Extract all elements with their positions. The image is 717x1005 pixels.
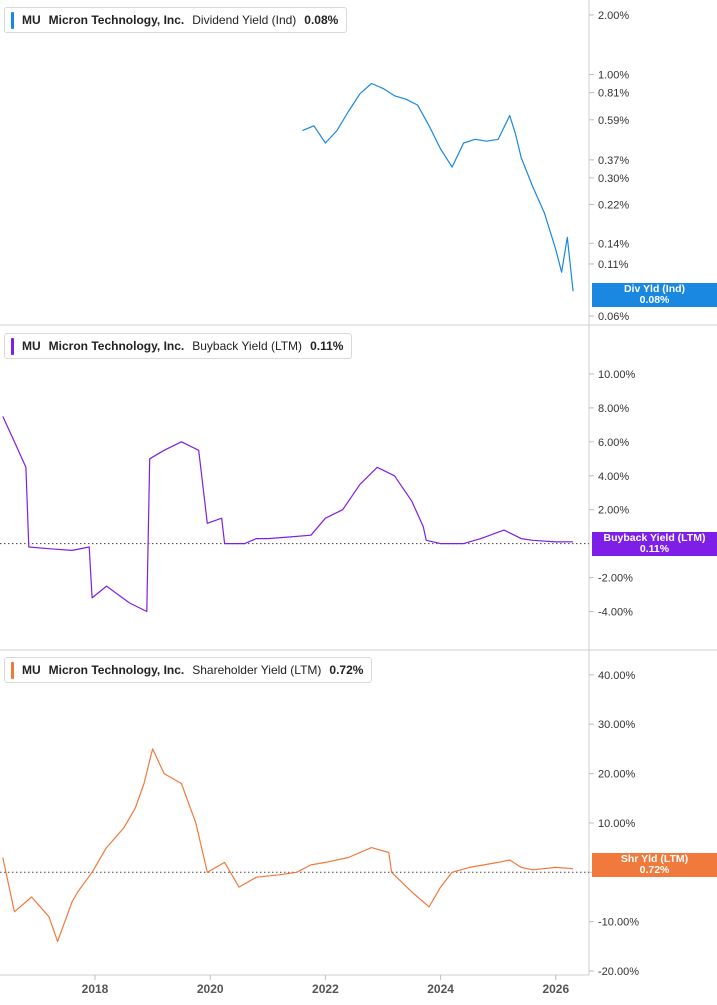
tick-layer: 2.00% 1.00% 0.81% 0.59% 0.37% 0.30% 0.22% 0.14%…	[82, 10, 640, 996]
series-swatch-buyback	[11, 337, 14, 355]
y-tick-label: 2.00%	[598, 10, 629, 22]
legend-value: 0.11%	[310, 339, 344, 353]
x-tick-label: 2024	[427, 982, 454, 996]
x-tick-label: 2018	[82, 982, 109, 996]
badge-value: 0.08%	[639, 294, 670, 306]
y-tick-label: 0.59%	[598, 115, 629, 127]
series-layer	[2, 82, 574, 942]
last-value-badge-dividend: Div Yld (Ind) 0.08%	[592, 283, 717, 307]
badge-title: Shr Yld (LTM)	[620, 853, 689, 865]
series-line-dividend	[302, 82, 574, 292]
legend-value: 0.72%	[329, 663, 364, 677]
series-swatch-shareholder	[11, 661, 14, 679]
y-tick-label: -2.00%	[598, 573, 633, 585]
legend-ticker: MU	[22, 13, 41, 27]
legend-company: Micron Technology, Inc.	[48, 663, 185, 677]
y-tick-label: 0.37%	[598, 155, 629, 167]
legend-metric: Shareholder Yield (LTM)	[192, 663, 322, 677]
badge-title: Buyback Yield (LTM)	[603, 532, 706, 544]
y-tick-label: 1.00%	[598, 69, 629, 81]
y-tick-label: 4.00%	[598, 471, 629, 483]
y-tick-label: 20.00%	[598, 769, 636, 781]
x-tick-label: 2022	[312, 982, 339, 996]
legend-dividend-yield[interactable]: MU Micron Technology, Inc. Dividend Yiel…	[4, 7, 348, 33]
legend-company: Micron Technology, Inc.	[48, 13, 185, 27]
y-tick-label: 0.11%	[598, 259, 629, 271]
legend-buyback-yield[interactable]: MU Micron Technology, Inc. Buyback Yield…	[4, 333, 353, 359]
series-line-buyback	[2, 416, 574, 613]
y-tick-label: 30.00%	[598, 719, 636, 731]
y-tick-label: -20.00%	[598, 966, 639, 978]
grid-layer	[0, 0, 717, 976]
legend-value: 0.08%	[304, 13, 339, 27]
last-value-badge-shareholder: Shr Yld (LTM) 0.72%	[592, 853, 717, 877]
legend-shareholder-yield[interactable]: MU Micron Technology, Inc. Shareholder Y…	[4, 657, 373, 683]
series-swatch-dividend	[11, 11, 14, 29]
y-tick-label: 40.00%	[598, 670, 636, 682]
y-tick-label: -4.00%	[598, 607, 633, 619]
last-value-badge-buyback: Buyback Yield (LTM) 0.11%	[592, 532, 717, 556]
legend-metric: Dividend Yield (Ind)	[192, 13, 297, 27]
legend-company: Micron Technology, Inc.	[48, 339, 185, 353]
y-tick-label: 2.00%	[598, 505, 629, 517]
badge-value: 0.72%	[639, 864, 670, 876]
badge-title: Div Yld (Ind)	[623, 283, 686, 295]
y-tick-label: 0.30%	[598, 173, 629, 185]
y-tick-label: -10.00%	[598, 917, 639, 929]
y-tick-label: 0.14%	[598, 238, 629, 250]
y-tick-label: 6.00%	[598, 437, 629, 449]
badge-value: 0.11%	[639, 543, 670, 555]
y-tick-label: 8.00%	[598, 403, 629, 415]
legend-ticker: MU	[22, 339, 41, 353]
x-tick-label: 2026	[542, 982, 569, 996]
y-tick-label: 0.81%	[598, 88, 629, 100]
legend-metric: Buyback Yield (LTM)	[192, 339, 303, 353]
y-tick-label: 0.06%	[598, 311, 629, 323]
legend-ticker: MU	[22, 663, 41, 677]
series-line-shareholder	[2, 748, 574, 942]
y-tick-label: 10.00%	[598, 818, 636, 830]
y-tick-label: 10.00%	[598, 369, 636, 381]
x-tick-label: 2020	[197, 982, 224, 996]
y-tick-label: 0.22%	[598, 199, 629, 211]
